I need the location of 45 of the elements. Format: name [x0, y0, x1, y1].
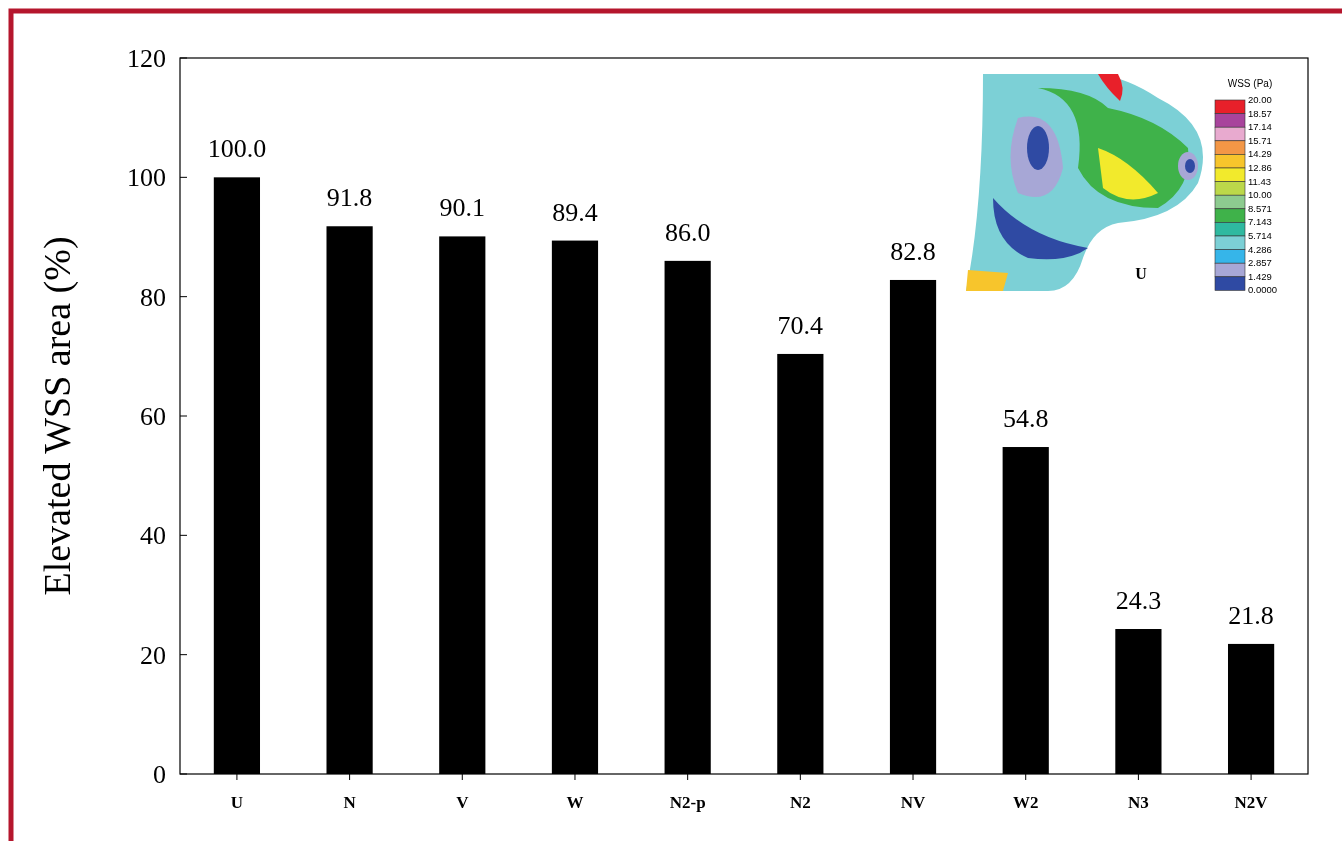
y-tick-label: 60 — [140, 402, 166, 432]
x-tick-label: N2 — [789, 793, 811, 812]
annotation: 1.429 — [1248, 270, 1272, 282]
annotation: 11.43 — [1248, 175, 1272, 187]
y-axis-title: Elevated WSS area (%) — [36, 236, 79, 596]
annotation: 8.571 — [1248, 202, 1272, 214]
data-label: 86.0 — [664, 217, 711, 247]
data-label: 89.4 — [552, 197, 598, 227]
y-tick-label: 40 — [140, 521, 166, 551]
y-tick-label: 100 — [127, 163, 166, 193]
y-tick-label: 0 — [153, 760, 166, 790]
annotation: WSS (Pa) — [1227, 78, 1273, 89]
x-tick-label: N2V — [1234, 793, 1269, 812]
data-label: 90.1 — [439, 193, 486, 223]
data-label: 91.8 — [326, 183, 373, 213]
x-tick-label: V — [456, 793, 470, 812]
x-tick-label: N2-p — [669, 793, 706, 812]
data-label: 24.3 — [1115, 586, 1162, 616]
annotation: 20.00 — [1248, 94, 1272, 105]
x-tick-label: N3 — [1128, 793, 1149, 812]
y-tick-label: 20 — [140, 640, 166, 670]
data-label: 70.4 — [777, 310, 824, 340]
x-tick-label: W — [566, 793, 584, 812]
annotation: 0.0000 — [1248, 284, 1278, 296]
annotation: 2.857 — [1248, 257, 1272, 269]
annotation: 12.86 — [1248, 162, 1272, 173]
annotation: 4.286 — [1248, 243, 1272, 255]
x-tick-label: N — [343, 793, 357, 812]
data-label: 21.8 — [1228, 600, 1274, 630]
x-tick-label: U — [230, 793, 244, 812]
annotation: 7.143 — [1248, 216, 1272, 228]
annotation: 15.71 — [1248, 134, 1272, 146]
data-label: 54.8 — [1002, 404, 1049, 434]
annotation: 18.57 — [1248, 107, 1272, 119]
annotation: 5.714 — [1248, 230, 1272, 241]
annotation: 14.29 — [1248, 148, 1272, 160]
annotation: U — [1135, 265, 1148, 282]
y-tick-label: 80 — [140, 282, 166, 312]
y-tick-label: 120 — [127, 44, 166, 74]
data-label: 100.0 — [207, 134, 267, 164]
x-tick-label: W2 — [1012, 793, 1039, 812]
annotation: 17.14 — [1248, 121, 1272, 133]
x-tick-label: NV — [900, 793, 927, 812]
annotation: 10.00 — [1248, 189, 1272, 201]
data-label: 82.8 — [890, 236, 936, 266]
